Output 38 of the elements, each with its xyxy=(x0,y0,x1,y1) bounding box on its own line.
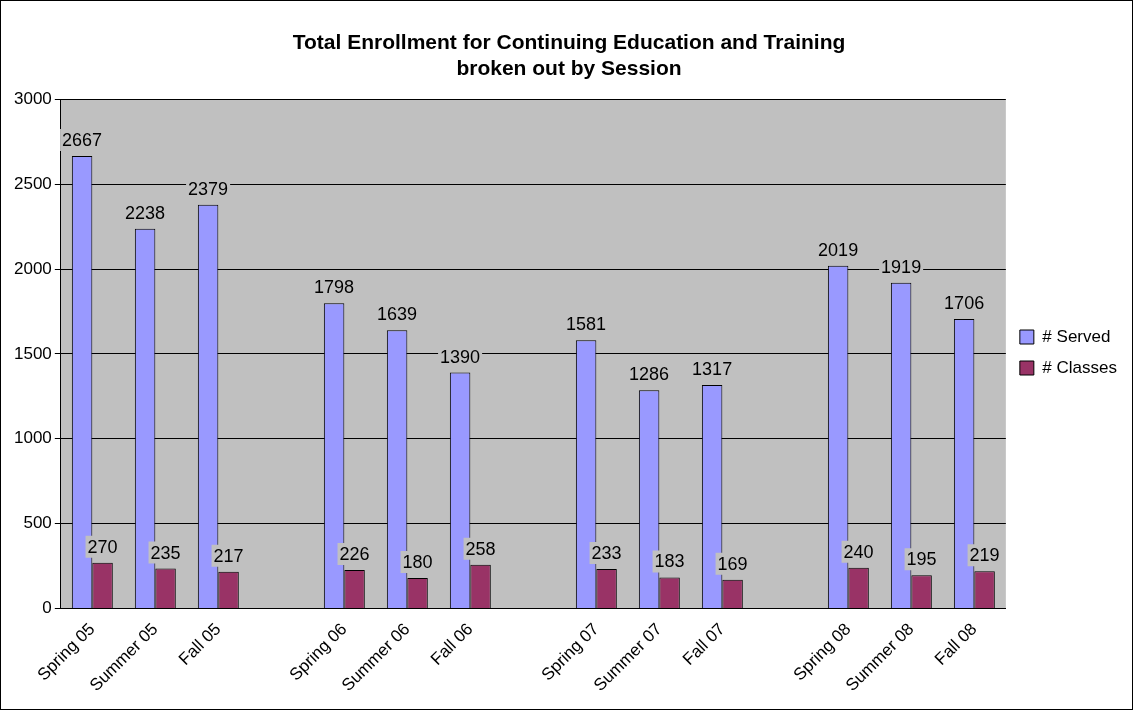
data-label: 1390 xyxy=(440,346,481,367)
data-label: 1919 xyxy=(881,256,922,277)
data-label: 1639 xyxy=(377,304,418,325)
data-label: 219 xyxy=(969,545,1000,566)
data-label: 2238 xyxy=(125,202,166,223)
data-label: 2019 xyxy=(818,239,859,260)
data-label: 180 xyxy=(402,551,433,572)
y-tick-label: 500 xyxy=(23,513,52,533)
x-tick-label: Fall 08 xyxy=(930,619,981,669)
x-tick-label: Fall 05 xyxy=(174,619,225,669)
data-label: 169 xyxy=(717,553,748,574)
data-label: 258 xyxy=(465,538,496,559)
y-tick-label: 1500 xyxy=(13,343,52,363)
data-label: 2379 xyxy=(188,178,229,199)
data-label: 195 xyxy=(906,549,937,570)
data-label: 217 xyxy=(213,545,244,566)
y-tick-label: 2500 xyxy=(13,173,52,193)
data-label: 240 xyxy=(843,541,874,562)
data-label: 1286 xyxy=(629,364,670,385)
data-label: 2667 xyxy=(62,129,103,150)
data-label: 235 xyxy=(150,542,181,563)
x-tick-label: Fall 07 xyxy=(678,619,729,669)
legend-label: # Classes xyxy=(1042,357,1117,377)
y-tick-label: 3000 xyxy=(13,89,52,109)
data-label: 1706 xyxy=(944,292,985,313)
data-label: 183 xyxy=(654,551,685,572)
y-tick-label: 2000 xyxy=(13,258,52,278)
data-label: 226 xyxy=(339,544,370,565)
legend-label: # Served xyxy=(1042,326,1111,346)
y-tick-label: 0 xyxy=(42,598,52,618)
chart-title: Total Enrollment for Continuing Education and Training broken out by Session xyxy=(292,30,846,79)
data-label: 1798 xyxy=(314,277,355,298)
x-tick-label: Fall 06 xyxy=(426,619,477,669)
data-label: 1317 xyxy=(692,358,733,379)
data-label: 1581 xyxy=(566,314,607,335)
data-label: 270 xyxy=(87,536,118,557)
y-tick-label: 1000 xyxy=(13,428,52,448)
data-label: 233 xyxy=(591,542,622,563)
